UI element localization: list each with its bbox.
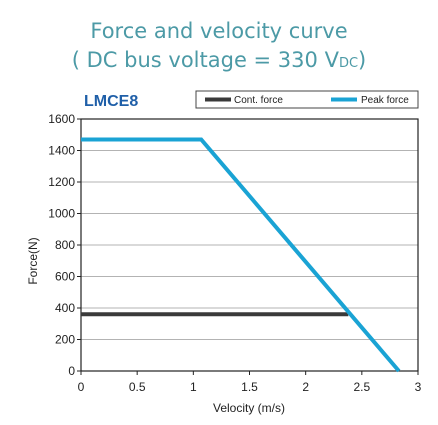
y-axis-label: Force(N) <box>26 237 40 284</box>
legend-box <box>195 90 419 109</box>
title-suffix: ) <box>358 48 367 72</box>
y-tick-label: 800 <box>55 238 75 252</box>
series-lines <box>81 137 401 373</box>
plot-frame <box>80 118 419 372</box>
x-tick-label: 3 <box>415 380 422 394</box>
x-tick-labels: 0 0.5 1 1.5 2 2.5 3 <box>78 380 422 394</box>
legend-label-cont-force: Cont. force <box>234 95 283 106</box>
title-subscript: DC <box>338 56 359 71</box>
y-tick-label: 600 <box>55 270 75 284</box>
y-tick-label: 200 <box>55 333 75 347</box>
y-tick-label: 400 <box>55 301 75 315</box>
chart-title-line1: Force and velocity curve <box>90 19 348 43</box>
title-prefix: ( DC bus voltage = 330 V <box>71 48 339 72</box>
chart-title-line2: ( DC bus voltage = 330 VDC) <box>0 48 438 72</box>
y-tick-label: 1600 <box>48 112 75 126</box>
x-tick-label: 2 <box>302 380 309 394</box>
x-tick-label: 1 <box>190 380 197 394</box>
y-tick-label: 1000 <box>48 207 75 221</box>
y-tick-labels: 0 200 400 600 800 1000 1200 1400 1600 <box>48 112 75 378</box>
x-axis-label: Velocity (m/s) <box>213 401 285 415</box>
y-tick-label: 1200 <box>48 175 75 189</box>
x-tick-label: 1.5 <box>241 380 258 394</box>
x-tick-label: 2.5 <box>353 380 370 394</box>
legend-label-peak-force: Peak force <box>361 95 409 106</box>
x-tick-label: 0 <box>78 380 85 394</box>
series-line-peak-force <box>81 137 401 373</box>
x-tick-label: 0.5 <box>129 380 146 394</box>
legend: Cont. force Peak force <box>195 90 419 109</box>
chart-label: LMCE8 <box>84 93 138 110</box>
y-tick-label: 0 <box>68 364 75 378</box>
y-tick-label: 1400 <box>48 144 75 158</box>
grid-lines <box>77 118 419 375</box>
